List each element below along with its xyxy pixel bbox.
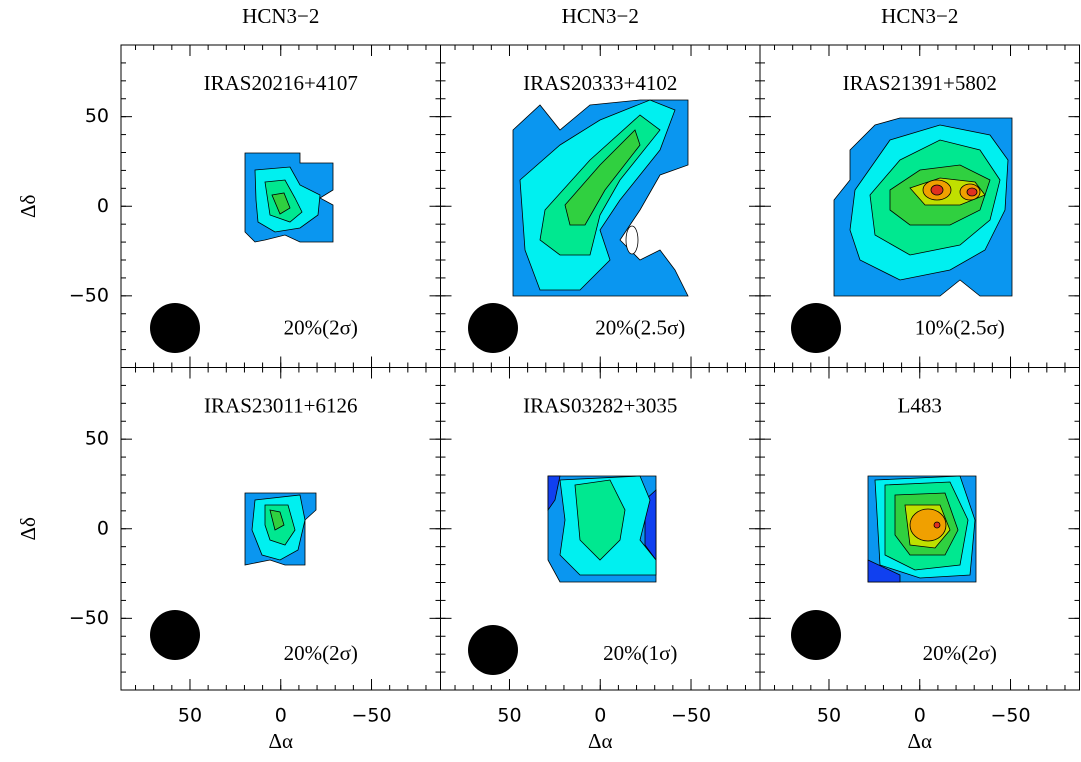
source-name: IRAS03282+3035 [523, 393, 677, 417]
x-tick-label: 50 [497, 705, 521, 727]
panel-title: HCN3−2 [562, 4, 639, 28]
x-tick-label: 0 [914, 705, 926, 727]
x-tick-label: −50 [671, 705, 711, 727]
y-tick-label: 0 [97, 195, 109, 217]
x-tick-label: −50 [990, 705, 1030, 727]
source-name: IRAS20333+4102 [523, 71, 677, 95]
y-tick-label: 50 [85, 428, 109, 450]
source-name: IRAS20216+4107 [204, 71, 358, 95]
y-tick-label: −50 [69, 284, 109, 306]
source-name: IRAS23011+6126 [204, 393, 357, 417]
x-axis-label: Δα [588, 729, 613, 753]
y-tick-label: 50 [85, 105, 109, 127]
panel-title: HCN3−2 [242, 4, 319, 28]
x-tick-label: 0 [594, 705, 606, 727]
annotation: 20%(2σ) [284, 315, 358, 339]
annotation: 20%(2.5σ) [595, 315, 685, 339]
annotation: 20%(1σ) [603, 641, 677, 665]
beams [150, 303, 841, 675]
source-name: IRAS21391+5802 [843, 71, 997, 95]
y-tick-label: 0 [97, 517, 109, 539]
y-axis-label: Δδ [16, 194, 40, 218]
y-axis-label: Δδ [16, 517, 40, 541]
x-axis-label: Δα [907, 729, 932, 753]
panel-title: HCN3−2 [881, 4, 958, 28]
annotation: 10%(2.5σ) [915, 315, 1005, 339]
x-tick-label: 0 [275, 705, 287, 727]
contour-map [244, 99, 1013, 583]
annotation: 20%(2σ) [923, 641, 997, 665]
annotation: 20%(2σ) [284, 641, 358, 665]
source-name: L483 [898, 393, 942, 417]
x-tick-label: 50 [817, 705, 841, 727]
y-tick-label: −50 [69, 607, 109, 629]
x-axis-label: Δα [268, 729, 293, 753]
x-tick-label: 50 [178, 705, 202, 727]
x-tick-label: −50 [351, 705, 391, 727]
